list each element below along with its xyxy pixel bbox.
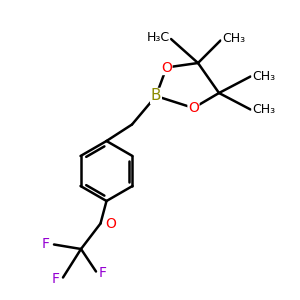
Text: CH₃: CH₃ [222,32,245,46]
Text: F: F [99,266,107,280]
Text: O: O [106,217,116,230]
Text: O: O [161,61,172,74]
Text: B: B [151,88,161,104]
Text: H₃C: H₃C [146,31,170,44]
Text: F: F [41,238,50,251]
Text: O: O [188,101,199,115]
Text: CH₃: CH₃ [252,103,275,116]
Text: CH₃: CH₃ [252,70,275,83]
Text: F: F [52,272,60,286]
